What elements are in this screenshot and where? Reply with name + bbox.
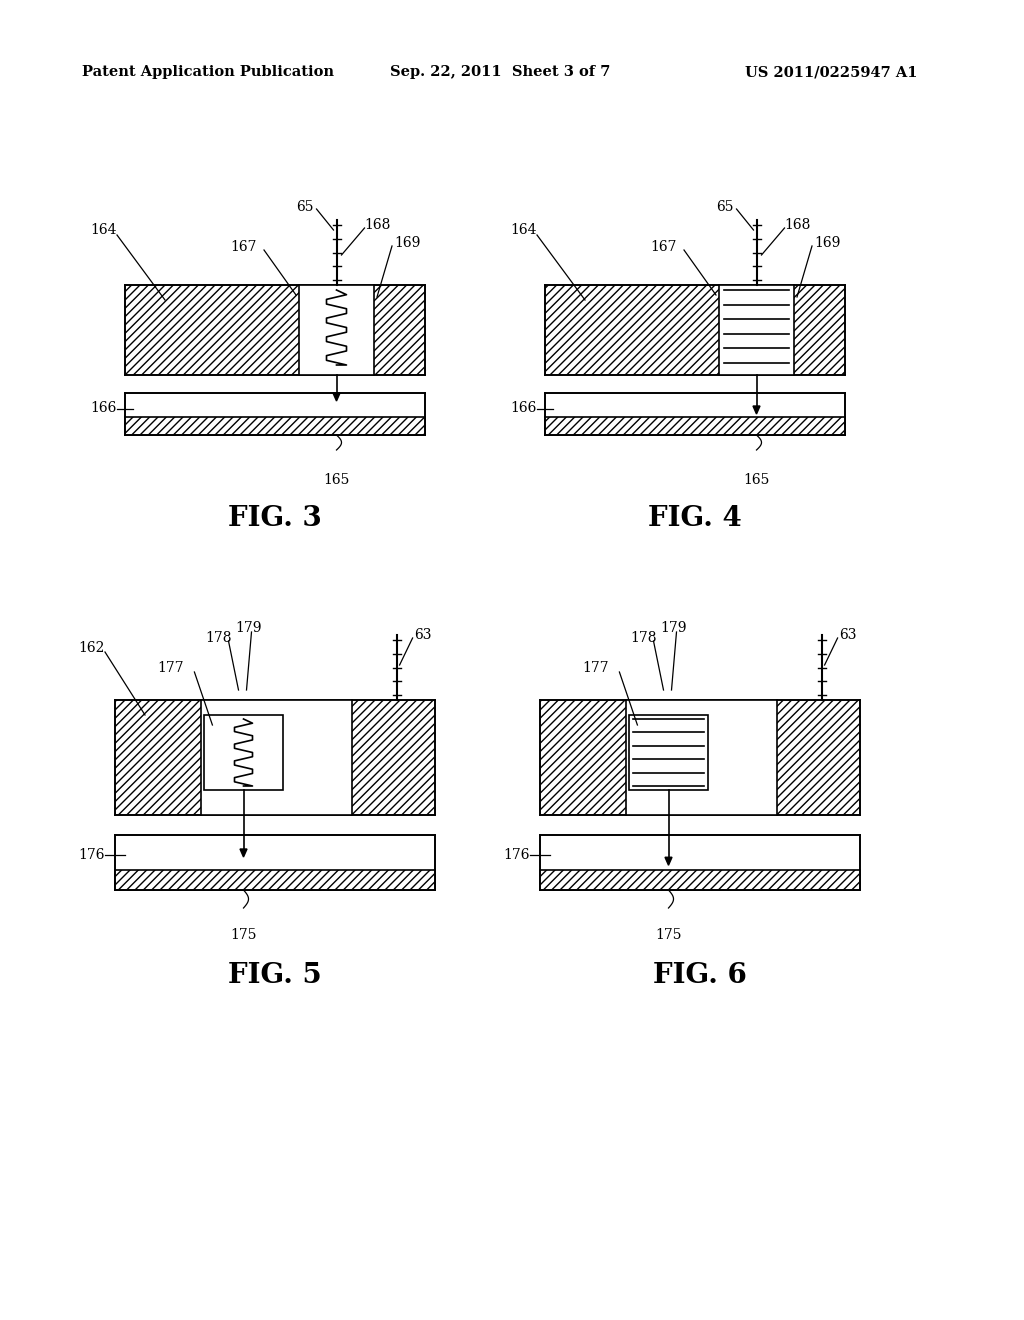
Text: FIG. 5: FIG. 5 [228,962,322,989]
Text: 63: 63 [840,628,857,642]
Text: FIG. 3: FIG. 3 [228,506,322,532]
Bar [540,836,860,890]
Text: 63: 63 [415,628,432,642]
Bar [299,285,374,375]
Text: 178: 178 [630,631,656,645]
Text: Patent Application Publication: Patent Application Publication [82,65,334,79]
Text: 65: 65 [296,201,313,214]
Text: 162: 162 [79,642,105,655]
Bar [719,285,794,375]
Bar [205,715,283,789]
Text: 167: 167 [650,240,677,253]
Text: 176: 176 [79,847,105,862]
Text: 165: 165 [324,473,349,487]
Text: 166: 166 [91,401,117,414]
Text: 168: 168 [784,218,811,232]
Text: FIG. 4: FIG. 4 [648,506,741,532]
Text: 178: 178 [205,631,231,645]
Text: 166: 166 [511,401,537,414]
Text: FIG. 6: FIG. 6 [653,962,746,989]
Bar [115,836,435,890]
Polygon shape [333,393,340,401]
Text: 179: 179 [236,620,262,635]
Text: 175: 175 [655,928,682,942]
Text: 179: 179 [660,620,687,635]
Text: 165: 165 [743,473,770,487]
Polygon shape [753,407,760,414]
Text: 167: 167 [230,240,257,253]
Text: 168: 168 [365,218,391,232]
Bar [125,417,425,436]
Text: US 2011/0225947 A1: US 2011/0225947 A1 [745,65,918,79]
Bar [540,700,860,814]
Bar [545,393,845,436]
Bar [202,700,352,814]
Text: 177: 177 [583,661,609,675]
Bar [125,393,425,436]
Text: 176: 176 [504,847,530,862]
Text: 164: 164 [511,223,537,238]
Bar [115,700,435,814]
Bar [627,700,777,814]
Text: 65: 65 [716,201,733,214]
Text: 164: 164 [90,223,117,238]
Text: 175: 175 [230,928,257,942]
Text: 169: 169 [814,236,841,249]
Bar [630,715,708,789]
Text: 177: 177 [158,661,184,675]
Text: Sep. 22, 2011  Sheet 3 of 7: Sep. 22, 2011 Sheet 3 of 7 [390,65,610,79]
Bar [545,285,845,375]
Polygon shape [240,849,247,857]
Bar [125,285,425,375]
Bar [115,870,435,890]
Text: 169: 169 [394,236,421,249]
Polygon shape [665,857,672,865]
Bar [540,870,860,890]
Bar [545,417,845,436]
